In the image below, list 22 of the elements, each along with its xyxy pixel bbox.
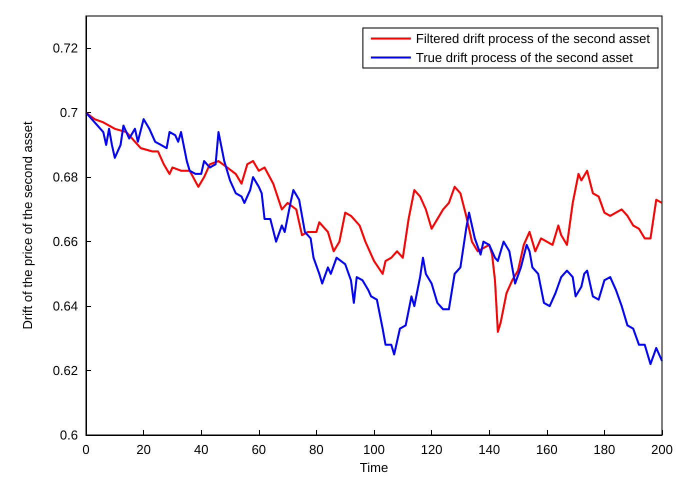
y-tick-label: 0.72: [52, 40, 78, 56]
x-tick-label: 160: [536, 442, 558, 457]
y-tick-label: 0.7: [60, 105, 78, 120]
y-axis-title: Drift of the price of the second asset: [20, 121, 35, 330]
y-tick-label: 0.66: [52, 234, 78, 250]
y-tick-label: 0.62: [52, 363, 78, 378]
x-tick-label: 100: [363, 442, 385, 457]
x-tick-label: 180: [594, 442, 616, 457]
y-tick-label: 0.6: [60, 428, 78, 442]
legend-label: Filtered drift process of the second asset: [416, 31, 650, 46]
x-axis-title: Time: [360, 460, 388, 475]
x-tick-label: 20: [136, 442, 151, 457]
x-tick-label: 200: [651, 442, 673, 457]
x-tick-label: 40: [194, 442, 208, 457]
x-tick-label: 120: [420, 442, 442, 457]
x-tick-label: 60: [252, 442, 266, 457]
x-tick-label: 140: [478, 442, 500, 457]
x-tick-label: 0: [82, 442, 90, 457]
y-tick-label: 0.64: [52, 298, 78, 314]
legend-label: True drift process of the second asset: [416, 50, 634, 65]
x-tick-label: 80: [309, 442, 324, 457]
y-tick-label: 0.68: [52, 170, 78, 185]
